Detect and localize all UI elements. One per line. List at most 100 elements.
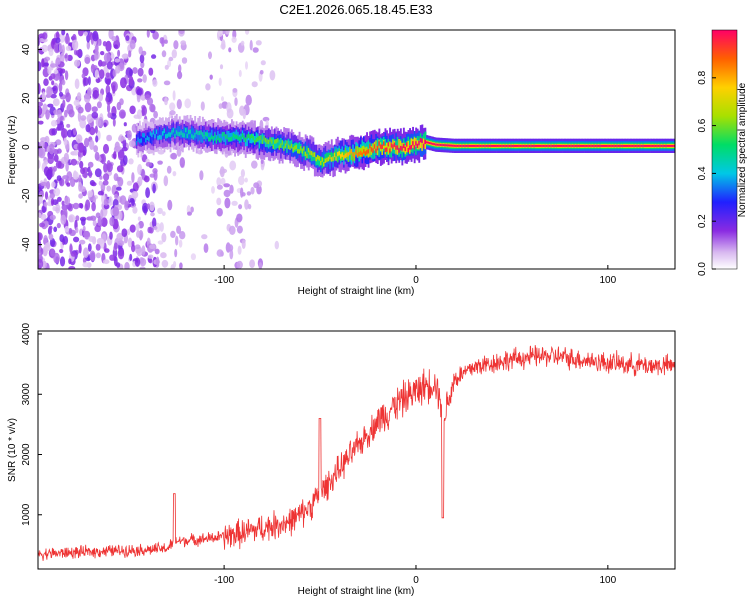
spectrogram-ridge-cell xyxy=(616,144,619,147)
spectrogram-cell xyxy=(38,199,41,207)
spectrogram-cell xyxy=(75,49,82,57)
spectrogram-cell xyxy=(43,62,49,67)
spectrogram-cell xyxy=(64,54,68,59)
spectrogram-cell xyxy=(85,199,91,211)
spectrogram-cell xyxy=(92,89,100,99)
spectrogram-ridge-cell xyxy=(387,145,390,155)
spectrogram-ridge-cell xyxy=(392,144,395,149)
spectrogram-cell xyxy=(240,187,244,198)
spectrogram-cell xyxy=(238,204,243,210)
spectrogram-ridge-cell xyxy=(559,144,562,147)
spectrogram-ridge-cell xyxy=(200,130,203,135)
spectrogram-cell xyxy=(64,35,71,45)
spectrogram-ridge-cell xyxy=(462,144,465,147)
spectrogram-ridge-cell xyxy=(341,152,344,157)
spectrogram-cell xyxy=(72,171,79,180)
spectrogram-ridge-cell xyxy=(227,131,230,140)
spectrogram-cell xyxy=(74,149,79,156)
colorbar-gradient xyxy=(711,29,738,270)
spectrogram-ridge-cell xyxy=(536,144,539,147)
spectrogram-cell xyxy=(244,199,249,210)
spectrogram-ridge-cell xyxy=(541,144,543,147)
spectrogram-ridge-cell xyxy=(508,144,511,147)
colorbar-tick-label: 0.8 xyxy=(697,70,708,84)
spectrogram-ridge-cell xyxy=(251,133,253,139)
colorbar-tick-label: 0.4 xyxy=(697,166,708,180)
spectrogram-cell xyxy=(181,57,188,64)
spectrogram-ridge-cell xyxy=(465,144,468,147)
spectrogram-ridge-cell xyxy=(647,144,649,147)
spectrogram-cell xyxy=(46,146,50,153)
spectrogram-cell xyxy=(168,56,174,62)
spectrogram-cell xyxy=(94,125,98,134)
spectrogram-ridge-cell xyxy=(306,145,309,155)
spectrogram-ridge-cell xyxy=(284,143,287,148)
spectrogram-cell xyxy=(201,234,208,240)
spectrogram-cell xyxy=(64,196,71,206)
spectrogram-ridge-cell xyxy=(387,142,390,147)
spectrogram-cell xyxy=(224,197,231,209)
spectrogram-cell xyxy=(237,245,242,255)
spectrogram-cell xyxy=(73,127,77,136)
spectrogram-ridge-cell xyxy=(283,141,286,151)
spectrogram-ridge-cell xyxy=(146,135,149,141)
spectrogram-ridge-cell xyxy=(597,144,600,147)
spectrogram-ridge-cell xyxy=(530,144,533,147)
spectrogram-cell xyxy=(260,159,264,165)
spectrogram-ridge-cell xyxy=(367,149,370,154)
spectrogram-cell xyxy=(95,135,99,143)
spectrogram-ridge-cell xyxy=(200,133,203,143)
spectrogram-ridge-cell xyxy=(556,144,559,147)
spectrogram-ridge-cell xyxy=(218,137,221,143)
spectrogram-cell xyxy=(43,78,49,86)
colorbar-tick-label: 0.0 xyxy=(697,262,708,276)
spectrogram-ridge-cell xyxy=(306,153,309,159)
spectrogram-cell xyxy=(190,206,194,213)
x-tick-label: -100 xyxy=(214,275,234,286)
spectrogram-ridge-cell xyxy=(297,149,299,154)
spectrogram-cell xyxy=(56,59,61,65)
spectrogram-cell xyxy=(149,244,156,250)
spectrogram-cell xyxy=(61,79,66,86)
spectrogram-ridge-cell xyxy=(622,144,625,147)
spectrogram-cell xyxy=(134,257,141,267)
spectrogram-cell xyxy=(50,73,56,80)
spectrogram-ridge-cell xyxy=(384,147,387,153)
spectrogram-ridge-cell xyxy=(504,144,507,147)
spectrogram-ridge-cell xyxy=(135,141,138,146)
spectrogram-ridge-cell xyxy=(521,144,523,147)
spectrogram-cell xyxy=(112,206,120,217)
spectrogram-cell xyxy=(82,150,86,157)
spectrogram-cell xyxy=(118,109,126,119)
spectrogram-cell xyxy=(147,254,154,259)
spectrogram-ridge-cell xyxy=(189,129,192,134)
spectrogram-cell xyxy=(121,53,128,59)
spectrogram-ridge-cell xyxy=(539,144,542,147)
spectrogram-cell xyxy=(245,61,248,70)
spectrogram-ridge-cell xyxy=(416,143,419,149)
spectrogram-cell xyxy=(70,158,77,166)
spectrogram-ridge-cell xyxy=(591,144,594,147)
spectrogram-ridge-cell xyxy=(155,129,158,139)
spectrogram-ridge-cell xyxy=(662,144,665,147)
spectrogram-ridge-cell xyxy=(531,144,534,147)
spectrogram-cell xyxy=(103,173,110,181)
spectrogram-cell xyxy=(59,52,65,64)
spectrogram-ridge-cell xyxy=(551,144,554,147)
spectrogram-ridge-cell xyxy=(329,154,332,160)
spectrogram-cell xyxy=(98,116,104,128)
spectrogram-cell xyxy=(112,85,116,94)
spectrogram-cell xyxy=(87,76,91,86)
spectrogram-cell xyxy=(251,81,258,88)
spectrogram-ridge-cell xyxy=(373,144,376,159)
spectrogram-ridge-cell xyxy=(235,129,238,139)
spectrogram-ridge-cell xyxy=(577,144,580,147)
spectrogram-ridge-cell xyxy=(493,144,496,147)
spectrogram-cell xyxy=(79,186,86,193)
spectrogram-cell xyxy=(128,50,132,58)
spectrogram-cell xyxy=(100,238,105,249)
spectrogram-ridge-cell xyxy=(568,144,571,147)
spectrogram-cell xyxy=(112,118,116,127)
spectrogram-ridge-cell xyxy=(295,144,298,150)
spectrogram-ridge-cell xyxy=(300,146,302,151)
